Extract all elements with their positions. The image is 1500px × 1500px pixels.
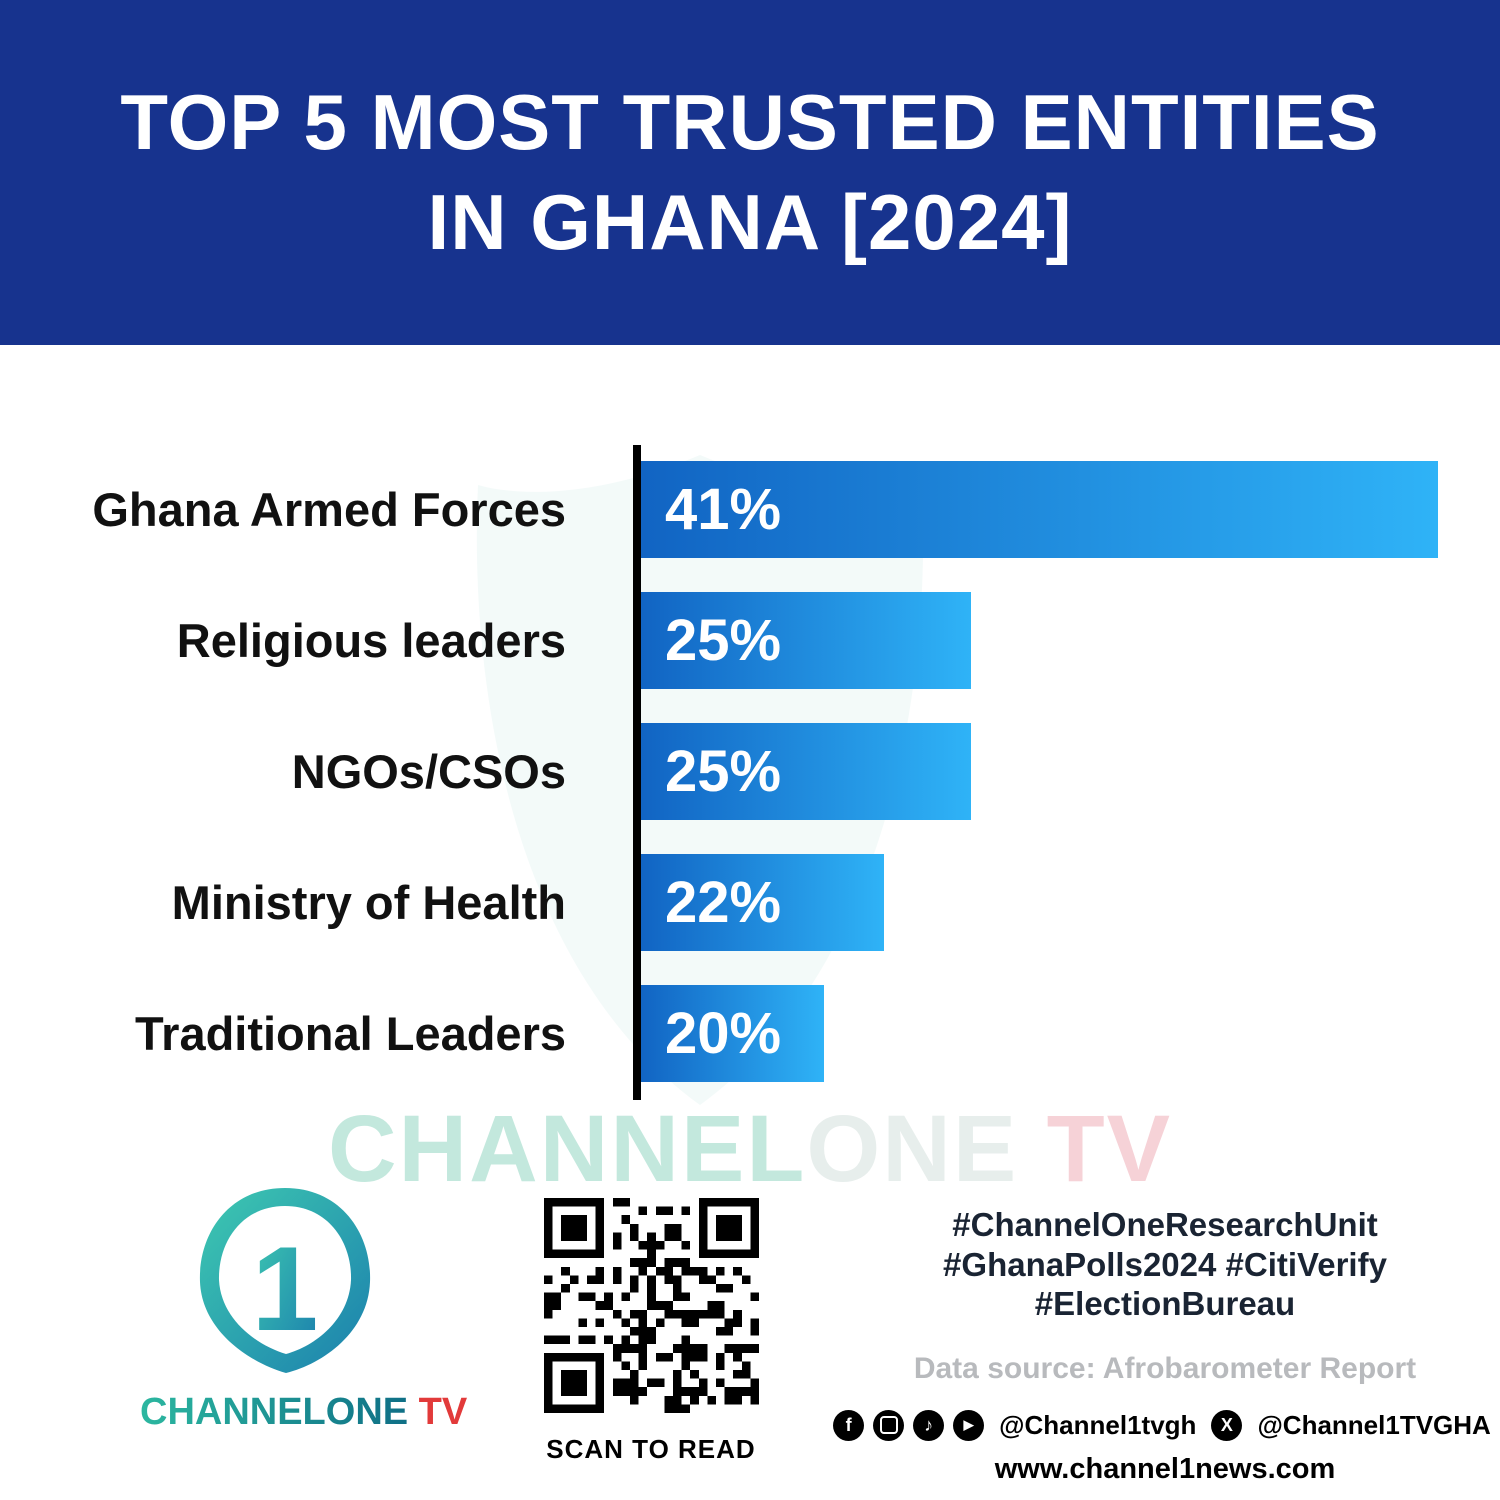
page-title-line1: TOP 5 MOST TRUSTED ENTITIES	[120, 77, 1380, 166]
bar: 25%	[641, 723, 971, 820]
bar-category-label: Traditional Leaders	[135, 1007, 566, 1060]
bar-value-label: 25%	[665, 739, 782, 804]
brand-channelone: CHANNELONE	[140, 1391, 409, 1433]
chart-row: Ghana Armed Forces 41%	[0, 461, 1500, 558]
watermark-one: ONE	[806, 1096, 1019, 1202]
website-url: www.channel1news.com	[994, 1452, 1336, 1485]
hashtags-line2: #GhanaPolls2024 #CitiVerify	[943, 1245, 1387, 1283]
data-source-text: Data source: Afrobarometer Report	[913, 1351, 1417, 1385]
bar-category-label: Ghana Armed Forces	[92, 483, 566, 536]
chart-row: NGOs/CSOs 25%	[0, 723, 1500, 820]
hashtags-line1: #ChannelOneResearchUnit	[952, 1206, 1378, 1243]
bar-value-label: 22%	[665, 870, 782, 935]
bar-value-label: 20%	[665, 1001, 782, 1066]
brand-text: CHANNELONE TV	[140, 1391, 467, 1434]
bar-value-label: 41%	[665, 477, 782, 542]
social-row: f ♪ ▶ @Channel1tvgh X @Channel1TVGHA	[833, 1409, 1491, 1441]
qr-block: SCAN TO READ	[535, 1198, 767, 1465]
youtube-icon: ▶	[953, 1409, 985, 1441]
logo-numeral: 1	[252, 1222, 319, 1356]
chart-row: Traditional Leaders 20%	[0, 985, 1500, 1082]
bar-category-label: Religious leaders	[176, 614, 566, 667]
instagram-icon	[873, 1409, 905, 1441]
qr-code	[543, 1198, 759, 1413]
facebook-icon: f	[833, 1409, 865, 1441]
brand-tv: TV	[408, 1391, 468, 1433]
bar: 20%	[641, 985, 824, 1082]
page-title-line2: IN GHANA [2024]	[427, 177, 1073, 266]
watermark-channel: CHANNEL	[327, 1096, 807, 1202]
social-handle-1: @Channel1tvgh	[999, 1409, 1197, 1440]
chart-row: Ministry of Health 22%	[0, 854, 1500, 951]
qr-caption: SCAN TO READ	[546, 1434, 756, 1464]
bar-category-label: Ministry of Health	[171, 876, 566, 929]
channel-one-logo-block: 1 CHANNELONE TV	[140, 1180, 467, 1434]
chart-row: Religious leaders 25%	[0, 592, 1500, 689]
footer-info-block: #ChannelOneResearchUnit #GhanaPolls2024 …	[833, 1205, 1491, 1486]
bar-chart: Ghana Armed Forces 41% Religious leaders 25…	[0, 445, 1500, 1105]
chart-rows: Ghana Armed Forces 41% Religious leaders 25…	[0, 461, 1500, 1116]
x-icon: X	[1211, 1409, 1243, 1441]
header-banner: TOP 5 MOST TRUSTED ENTITIES IN GHANA [20…	[0, 0, 1500, 345]
watermark-tv: TV	[1018, 1096, 1173, 1202]
bar-value-label: 25%	[665, 608, 782, 673]
bar: 41%	[641, 461, 1438, 558]
brand-watermark-text: CHANNELONE TV	[0, 1095, 1500, 1204]
chart-axis-line	[633, 445, 641, 1100]
bar-category-label: NGOs/CSOs	[291, 745, 566, 798]
bar: 25%	[641, 592, 971, 689]
bar: 22%	[641, 854, 884, 951]
social-handle-2: @Channel1TVGHA	[1257, 1409, 1491, 1440]
tiktok-icon: ♪	[913, 1409, 945, 1441]
channel-one-logo-icon: 1	[199, 1188, 371, 1373]
hashtags-line3: #ElectionBureau	[1034, 1285, 1296, 1323]
